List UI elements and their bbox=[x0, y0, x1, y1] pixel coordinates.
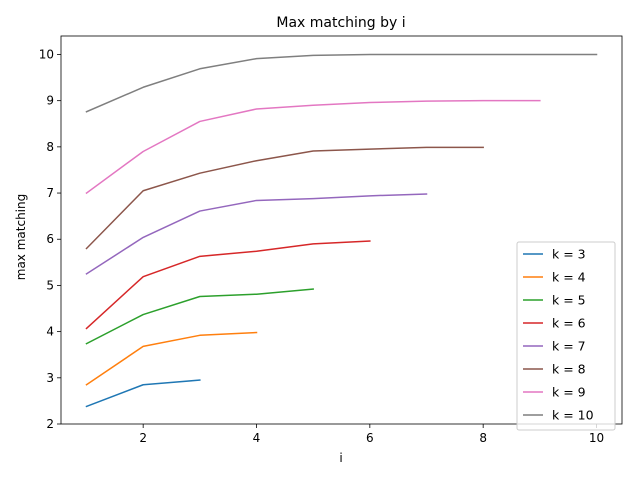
y-tick-label: 7 bbox=[46, 186, 54, 200]
legend: k = 3 k = 4 k = 5 k = 6 k = 7 k = 8 k = 9 k = 1… bbox=[516, 241, 616, 431]
legend-label: k = 10 bbox=[552, 408, 594, 423]
series-line-k-6 bbox=[85, 240, 371, 330]
y-tick-label: 10 bbox=[39, 47, 54, 61]
y-tick-label: 4 bbox=[46, 325, 54, 339]
legend-label: k = 4 bbox=[552, 270, 586, 285]
x-tick-label: 2 bbox=[139, 431, 147, 445]
legend-label: k = 7 bbox=[552, 339, 586, 354]
series-line-k-5 bbox=[85, 288, 314, 345]
y-tick-label: 3 bbox=[46, 371, 54, 385]
series-line-k-7 bbox=[85, 193, 428, 275]
x-tick-label: 6 bbox=[366, 431, 374, 445]
legend-label: k = 8 bbox=[552, 362, 586, 377]
axes: 2 4 6 8 10 2 3 4 5 6 7 8 9 10 bbox=[39, 35, 623, 445]
series-line-k-4 bbox=[85, 331, 258, 386]
y-tick-label: 8 bbox=[46, 140, 54, 154]
x-tick-label: 10 bbox=[589, 431, 604, 445]
series-line-k-10 bbox=[85, 53, 598, 113]
legend-label: k = 6 bbox=[552, 316, 586, 331]
legend-label: k = 9 bbox=[552, 385, 586, 400]
series-line-k-9 bbox=[85, 99, 541, 195]
y-tick-label: 5 bbox=[46, 278, 54, 292]
axes-frame bbox=[60, 35, 623, 425]
series-line-k-8 bbox=[85, 146, 484, 250]
x-tick-label: 4 bbox=[253, 431, 261, 445]
legend-label: k = 5 bbox=[552, 293, 586, 308]
y-tick-label: 9 bbox=[46, 94, 54, 108]
x-axis-label: i bbox=[339, 451, 342, 465]
y-tick-label: 2 bbox=[46, 417, 54, 431]
series-line-k-3 bbox=[85, 379, 201, 408]
legend-label: k = 3 bbox=[552, 247, 586, 262]
y-tick-label: 6 bbox=[46, 232, 54, 246]
y-axis-label: max matching bbox=[14, 194, 28, 280]
x-tick-label: 8 bbox=[479, 431, 487, 445]
legend-box bbox=[516, 241, 616, 431]
chart-title: Max matching by i bbox=[276, 15, 405, 31]
plot-area bbox=[85, 53, 598, 408]
